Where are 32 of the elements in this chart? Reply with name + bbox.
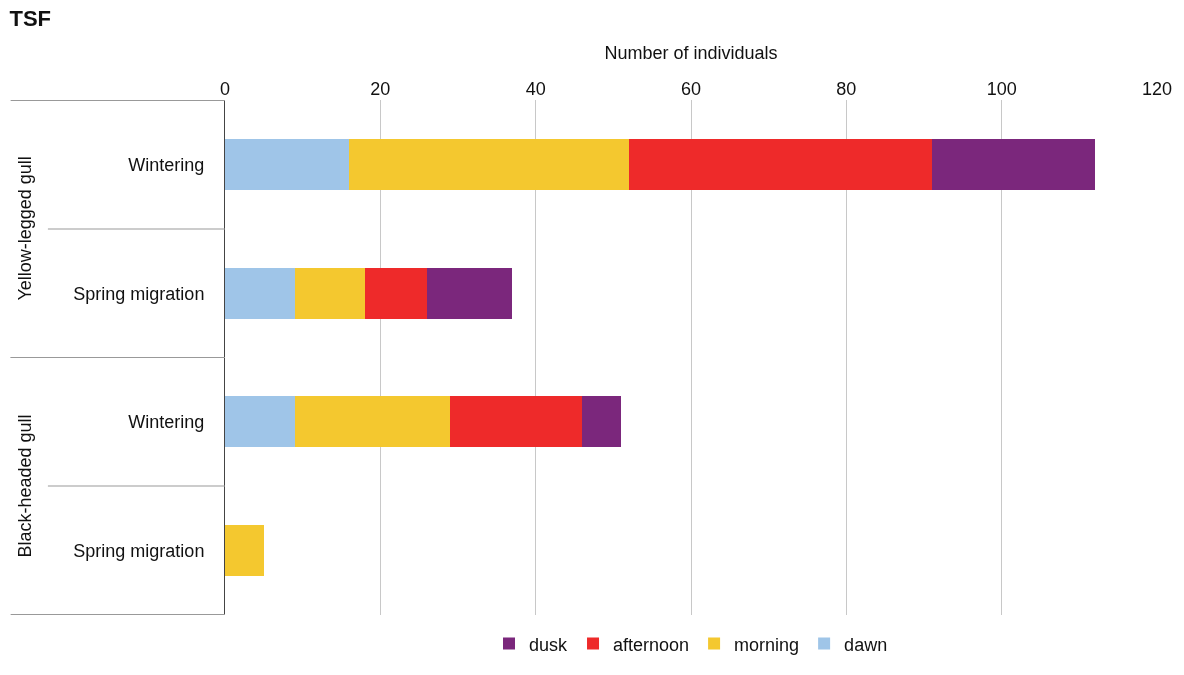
bar (225, 139, 350, 191)
bar (628, 139, 932, 191)
x-tick-label: 60 (680, 79, 702, 100)
legend-label: morning (734, 634, 800, 655)
bar (364, 267, 427, 319)
x-tick-label: 100 (986, 79, 1017, 100)
bar (294, 396, 451, 448)
y-tick-label: Spring migration (73, 283, 205, 304)
text: Yellow-legged gull (14, 156, 35, 301)
bar (225, 524, 264, 576)
legend-label: afternoon (613, 634, 690, 655)
bar (426, 267, 513, 319)
bar (349, 139, 629, 191)
x-tick-label: 40 (525, 79, 546, 100)
bar (225, 396, 295, 448)
x-tick-label: 20 (370, 79, 391, 100)
text: TSF (9, 5, 52, 31)
x-tick-label: 80 (836, 79, 857, 100)
bar (931, 139, 1095, 191)
x-axis-title: Number of individuals (604, 42, 778, 63)
y-tick-label: Wintering (128, 155, 205, 176)
x-tick-label: 120 (1141, 79, 1173, 100)
bar (294, 267, 365, 319)
x-tick-label: 0 (219, 79, 231, 100)
y-tick-label: Spring migration (73, 540, 205, 561)
legend-label: dawn (844, 634, 888, 655)
bar (582, 396, 622, 448)
bar (225, 267, 295, 319)
y-tick-label: Wintering (128, 412, 205, 433)
legend-label: dusk (529, 634, 569, 655)
bar (450, 396, 583, 448)
text: Black-headed gull (14, 414, 35, 558)
